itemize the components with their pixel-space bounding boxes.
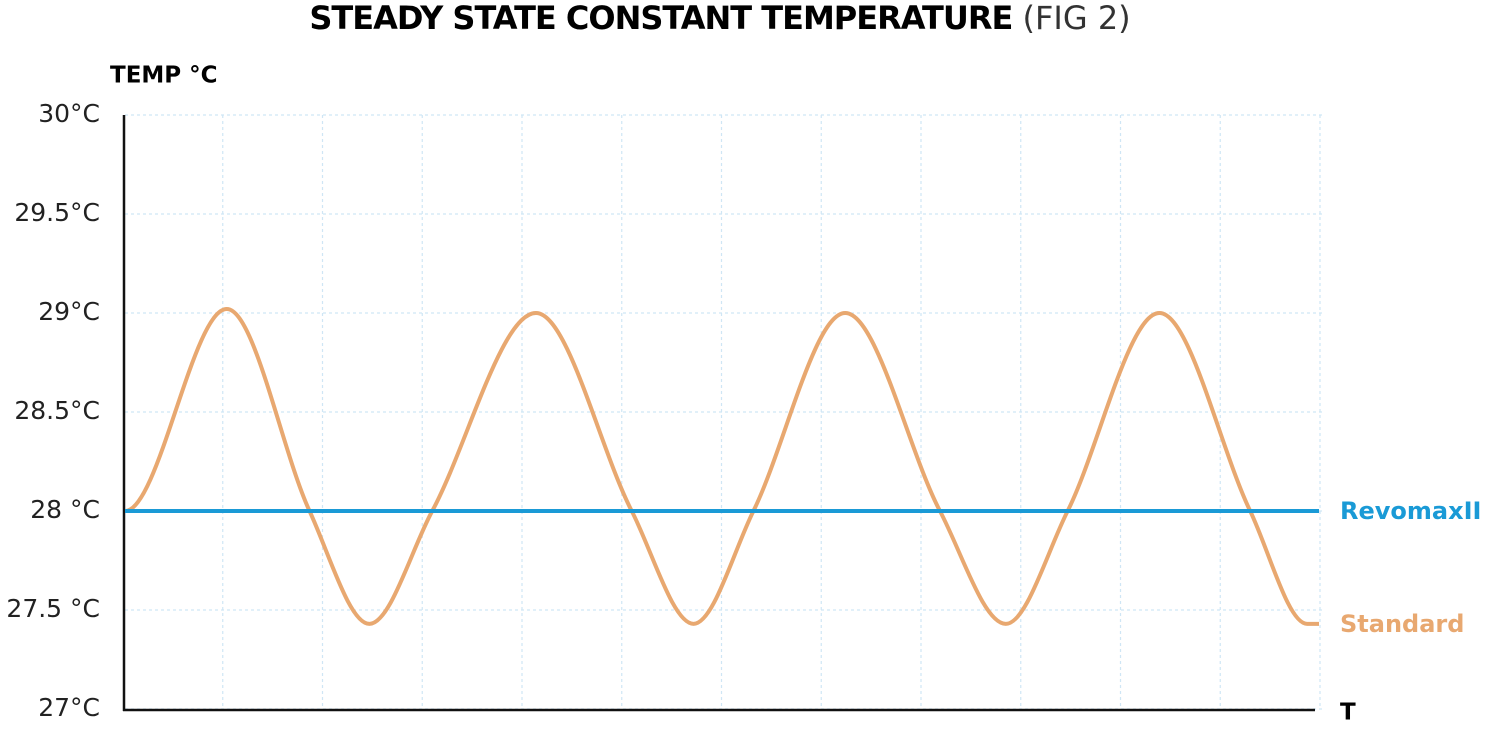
y-tick-label: 30°C: [38, 99, 100, 128]
y-axis-label: TEMP °C: [110, 63, 218, 89]
y-tick-label: 29.5°C: [14, 198, 100, 227]
legend-label: Standard: [1340, 610, 1464, 638]
y-tick-label: 29°C: [38, 297, 100, 326]
y-tick-label: 28 °C: [30, 495, 100, 524]
subtitle: (FIG 2): [1023, 0, 1131, 37]
y-tick-label: 27°C: [38, 693, 100, 722]
y-tick-label: 28.5°C: [14, 396, 100, 425]
x-axis-label: T: [1340, 700, 1356, 726]
chart-title: STEADY STATE CONSTANT TEMPERATURE (FIG 2…: [309, 0, 1130, 37]
y-tick-label: 27.5 °C: [6, 594, 100, 623]
legend-label: RevomaxII: [1340, 497, 1481, 525]
series-line: [124, 307, 1320, 626]
title: STEADY STATE CONSTANT TEMPERATURE: [309, 0, 1012, 37]
